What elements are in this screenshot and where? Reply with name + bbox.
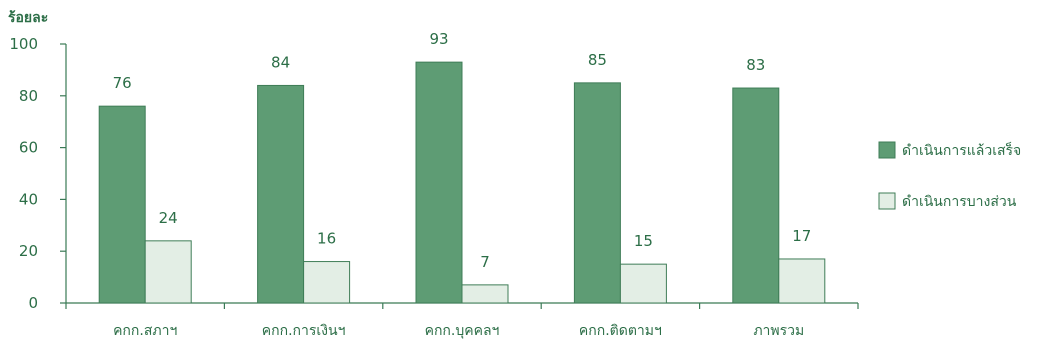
bar-partial — [620, 264, 666, 303]
y-tick-label: 80 — [19, 87, 38, 105]
x-tick-label: ภาพรวม — [753, 323, 804, 339]
data-label: 85 — [588, 51, 607, 69]
y-tick-label: 20 — [19, 242, 38, 260]
bar-completed — [416, 62, 462, 303]
data-label: 76 — [113, 74, 132, 92]
y-tick-label: 40 — [19, 190, 38, 208]
x-tick-label: คกก.บุคคลฯ — [425, 323, 500, 339]
data-label: 83 — [746, 56, 765, 74]
legend-swatch — [879, 193, 895, 209]
x-tick-label: คกก.ติดตามฯ — [579, 323, 662, 339]
bar-completed — [733, 88, 779, 303]
legend-label: ดำเนินการบางส่วน — [902, 194, 1017, 210]
bar-completed — [99, 106, 145, 303]
data-label: 84 — [271, 53, 290, 71]
data-label: 17 — [792, 227, 811, 245]
data-label: 15 — [634, 232, 653, 250]
data-label: 16 — [317, 230, 336, 248]
data-label: 24 — [159, 209, 178, 227]
y-tick-label: 100 — [9, 35, 38, 53]
bar-partial — [462, 285, 508, 303]
y-axis-unit-label: ร้อยละ — [8, 10, 48, 26]
bar-completed — [258, 85, 304, 303]
data-label: 93 — [429, 30, 448, 48]
x-axis: คกก.สภาฯ คกก.การเงินฯ คกก.บุคคลฯ คกก.ติดตาม… — [66, 303, 858, 339]
y-tick-label: 0 — [28, 294, 38, 312]
data-label: 7 — [480, 253, 490, 271]
bar-completed — [574, 83, 620, 303]
bar-partial — [304, 262, 350, 303]
y-tick-label: 60 — [19, 139, 38, 157]
legend-label: ดำเนินการแล้วเสร็จ — [902, 141, 1021, 159]
bars: 76 24 84 16 93 7 85 15 83 17 — [99, 30, 825, 303]
bar-partial — [145, 241, 191, 303]
y-axis: 0 20 40 60 80 100 — [9, 35, 66, 312]
legend-swatch — [879, 142, 895, 158]
bar-partial — [779, 259, 825, 303]
x-tick-label: คกก.สภาฯ — [113, 323, 177, 339]
legend: ดำเนินการแล้วเสร็จดำเนินการบางส่วน — [879, 141, 1021, 210]
x-tick-label: คกก.การเงินฯ — [262, 323, 346, 339]
